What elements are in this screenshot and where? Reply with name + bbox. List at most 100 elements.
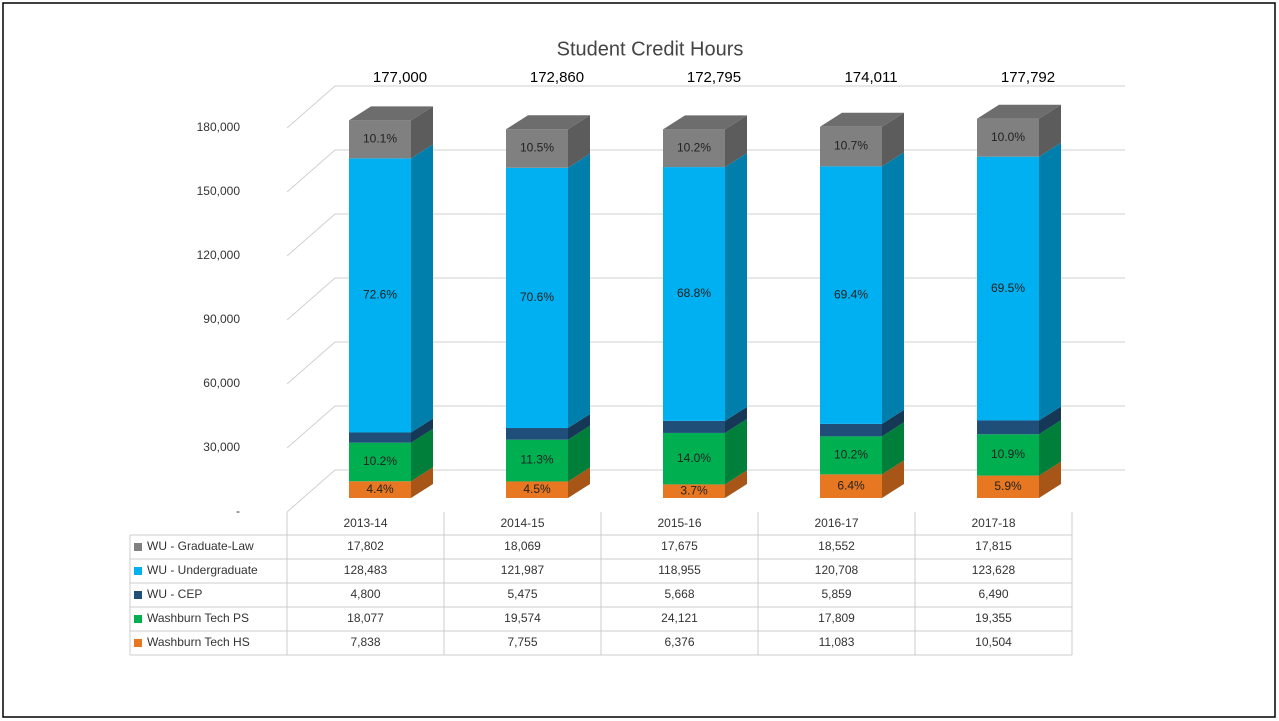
bar	[977, 118, 1039, 157]
bar-side	[568, 467, 590, 498]
table-cell: 17,802	[347, 539, 384, 553]
y-tick-label: 90,000	[203, 312, 240, 326]
data-label: 6.4%	[837, 478, 865, 492]
data-label: 68.8%	[677, 286, 711, 300]
table-cell: 5,668	[664, 587, 694, 601]
table-cell: 18,552	[818, 539, 855, 553]
legend-label: WU - Graduate-Law	[147, 539, 254, 553]
bar-top	[349, 106, 433, 121]
y-tick-label: 180,000	[197, 120, 241, 134]
table-cell: 19,574	[504, 611, 541, 625]
bar-side	[411, 106, 433, 159]
total-label: 177,792	[1001, 69, 1055, 86]
data-label: 10.2%	[834, 448, 868, 462]
table-cell: 6,376	[664, 635, 694, 649]
data-label: 69.4%	[834, 287, 868, 301]
bar-top	[663, 115, 747, 130]
bar	[820, 423, 882, 437]
bar-side	[411, 144, 433, 433]
bar-top	[506, 115, 590, 130]
data-label: 4.5%	[523, 482, 551, 496]
bar-side	[1039, 461, 1061, 498]
x-tick-label: 2015-16	[657, 516, 701, 530]
legend-swatch	[134, 639, 142, 647]
bar-side	[725, 153, 747, 421]
bar	[820, 436, 882, 475]
grid-line	[286, 85, 1125, 129]
x-tick-label: 2014-15	[500, 516, 544, 530]
bar	[977, 434, 1039, 476]
table-cell: 4,800	[350, 587, 380, 601]
bar	[820, 126, 882, 167]
bar	[349, 481, 411, 498]
bar-side	[411, 418, 433, 443]
data-label: 10.1%	[363, 132, 397, 146]
bar	[977, 475, 1039, 498]
bar-side	[411, 428, 433, 482]
data-label: 3.7%	[680, 483, 708, 497]
y-tick-label: -	[236, 504, 240, 518]
bar-top	[820, 112, 904, 127]
table-cell: 6,490	[978, 587, 1008, 601]
data-label: 14.0%	[677, 451, 711, 465]
bar	[663, 432, 725, 485]
data-label: 5.9%	[994, 479, 1022, 493]
data-label: 10.2%	[363, 454, 397, 468]
data-label: 10.5%	[520, 141, 554, 155]
bar	[820, 166, 882, 424]
bar-side	[882, 409, 904, 437]
bar	[506, 439, 568, 482]
table-cell: 5,859	[821, 587, 851, 601]
total-label: 177,000	[373, 69, 427, 86]
x-tick-label: 2016-17	[814, 516, 858, 530]
table-cell: 7,755	[507, 635, 537, 649]
table-cell: 18,077	[347, 611, 384, 625]
bar	[506, 167, 568, 429]
bar-side	[1039, 420, 1061, 476]
data-label: 72.6%	[363, 288, 397, 302]
bar	[506, 428, 568, 440]
legend-swatch	[134, 591, 142, 599]
bar-side	[1039, 406, 1061, 435]
bar	[663, 129, 725, 168]
bar	[820, 474, 882, 498]
data-label: 10.7%	[834, 139, 868, 153]
bar-side	[725, 418, 747, 485]
total-label: 174,011	[844, 69, 897, 86]
bar-side	[411, 467, 433, 498]
bar-side	[882, 112, 904, 167]
table-cell: 7,838	[350, 635, 380, 649]
bar-side	[725, 470, 747, 498]
bar	[663, 484, 725, 498]
bar-side	[568, 115, 590, 168]
bar	[663, 420, 725, 433]
data-label: 4.4%	[366, 482, 394, 496]
table-cell: 120,708	[815, 563, 859, 577]
table-cell: 24,121	[661, 611, 698, 625]
table-cell: 10,504	[975, 635, 1012, 649]
legend-swatch	[134, 543, 142, 551]
y-tick-label: 150,000	[197, 184, 241, 198]
bar-side	[882, 152, 904, 424]
bar	[663, 167, 725, 421]
data-label: 69.5%	[991, 281, 1025, 295]
bar-side	[882, 422, 904, 475]
table-cell: 128,483	[344, 563, 388, 577]
bar	[977, 420, 1039, 435]
bar-side	[568, 414, 590, 440]
bar-top	[977, 104, 1061, 119]
bar-side	[1039, 104, 1061, 157]
y-tick-label: 30,000	[203, 440, 240, 454]
bar	[506, 481, 568, 498]
legend-label: Washburn Tech PS	[147, 611, 249, 625]
bar	[349, 442, 411, 482]
legend-swatch	[134, 615, 142, 623]
data-label: 10.0%	[991, 130, 1025, 144]
data-label: 10.9%	[991, 447, 1025, 461]
y-tick-label: 120,000	[197, 248, 241, 262]
bar	[506, 129, 568, 168]
y-tick-label: 60,000	[203, 376, 240, 390]
data-label: 10.2%	[677, 140, 711, 154]
